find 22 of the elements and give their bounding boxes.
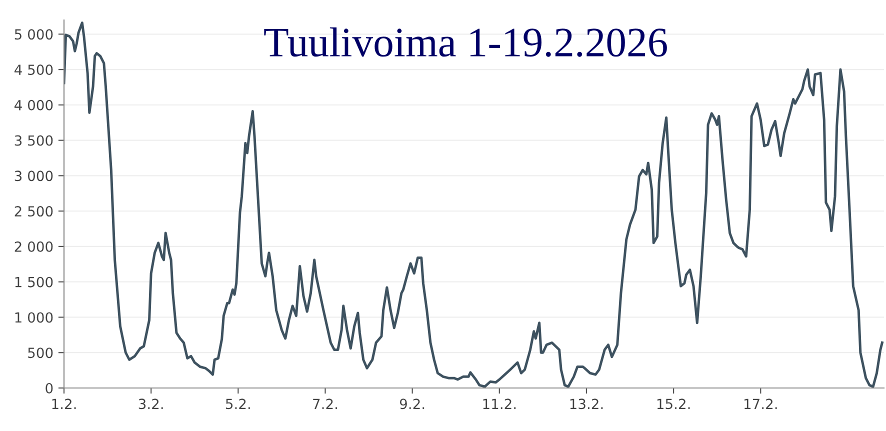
y-tick-label: 4 000 <box>14 100 53 110</box>
x-tick-label: 5.2. <box>226 398 250 410</box>
x-tick-label: 9.2. <box>400 398 424 410</box>
x-tick-label: 7.2. <box>313 398 337 409</box>
y-tick-label: 2 500 <box>14 206 53 217</box>
x-tick-label: 17.2. <box>744 398 777 409</box>
y-tick-label: 1 500 <box>15 276 53 288</box>
x-tick-label: 1.2. <box>52 398 76 409</box>
y-tick-label: 500 <box>28 348 53 358</box>
y-tick-label: 5 000 <box>14 29 53 40</box>
x-tick-label: 13.2. <box>570 398 603 410</box>
x-tick-label: 11.2. <box>483 398 516 409</box>
chart-title: Tuulivoima 1-19.2.2026 <box>264 27 667 57</box>
y-tick-label: 3 500 <box>14 135 53 146</box>
x-tick-label: 3.2. <box>138 398 163 410</box>
y-tick-label: 1 000 <box>15 312 53 323</box>
line-series <box>64 22 884 388</box>
y-tick-label: 3 000 <box>14 170 53 182</box>
y-tick-label: 4 500 <box>14 64 53 76</box>
y-tick-label: 0 <box>46 382 53 394</box>
x-tick-label: 15.2. <box>657 398 690 410</box>
y-tick-label: 2 000 <box>14 241 53 252</box>
